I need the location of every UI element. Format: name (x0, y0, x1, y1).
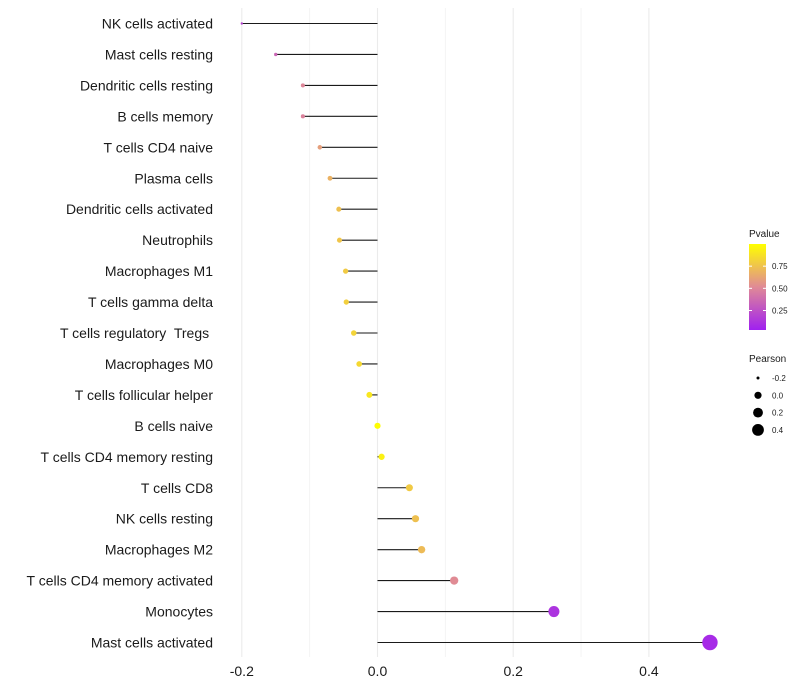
category-label: T cells CD4 memory resting (41, 449, 213, 465)
category-label: T cells CD8 (141, 480, 213, 496)
category-labels: NK cells activated Mast cells resting Dend… (27, 16, 214, 651)
category-label: Macrophages M1 (105, 263, 213, 279)
x-tick-label: 0.4 (639, 663, 659, 679)
category-label: NK cells activated (102, 16, 213, 32)
size-legend-dot (754, 391, 762, 399)
size-legend-title: Pearson (749, 354, 786, 365)
size-legend-label: 0.2 (772, 409, 784, 418)
lollipop-point (450, 576, 459, 585)
x-tick-label: 0.0 (368, 663, 388, 679)
category-label: Monocytes (145, 604, 213, 620)
lollipop-point (417, 545, 426, 554)
x-tick-label: 0.2 (503, 663, 523, 679)
category-label: Neutrophils (142, 232, 213, 248)
lollipop-point (405, 484, 413, 492)
size-legend-label: 0.4 (772, 426, 784, 435)
lollipop-point (240, 22, 243, 25)
category-label: Macrophages M0 (105, 356, 213, 372)
category-label: Mast cells resting (105, 46, 213, 62)
category-label: B cells naive (134, 418, 213, 434)
color-legend-title: Pvalue (749, 229, 780, 240)
category-label: NK cells resting (116, 511, 213, 527)
lollipop-point (351, 330, 357, 336)
lollipop-point (366, 391, 373, 398)
category-label: T cells gamma delta (88, 294, 213, 310)
lollipop-points (240, 22, 718, 651)
lollipop-point (548, 606, 560, 618)
lollipop-point (411, 515, 420, 523)
x-tick-label: -0.2 (230, 663, 254, 679)
lollipop-point (374, 422, 381, 429)
lollipop-point (342, 268, 349, 274)
category-label: B cells memory (117, 108, 213, 124)
size-legend-label: -0.2 (772, 374, 786, 383)
lollipop-point (300, 114, 305, 119)
color-legend-label: 0.75 (772, 262, 788, 271)
x-axis-ticks: -0.2 0.0 0.2 0.4 (230, 663, 659, 679)
category-label: Macrophages M2 (105, 542, 213, 558)
lollipop-point (336, 237, 343, 243)
lollipop-point (300, 83, 305, 88)
lollipop-point (378, 453, 385, 460)
size-legend-dot (752, 424, 764, 436)
lollipop-point (327, 175, 333, 181)
color-legend-bar (749, 244, 766, 330)
category-label: Dendritic cells activated (66, 201, 213, 217)
lollipop-point (356, 361, 363, 367)
lollipop-point (274, 52, 278, 57)
grid (241, 8, 650, 657)
category-label: Mast cells activated (91, 635, 213, 651)
category-label: T cells CD4 memory activated (27, 573, 213, 589)
color-legend-label: 0.25 (772, 306, 788, 315)
category-label: Plasma cells (134, 170, 213, 186)
lollipop-point (702, 634, 718, 651)
category-label: Dendritic cells resting (80, 77, 213, 93)
lollipop-point (336, 206, 342, 212)
size-legend-label: 0.0 (772, 391, 784, 400)
lollipop-point (317, 145, 323, 150)
category-label: T cells regulatory Tregs (60, 325, 213, 341)
color-legend-label: 0.50 (772, 284, 788, 293)
category-label: T cells CD4 naive (104, 139, 214, 155)
category-label: T cells follicular helper (75, 387, 214, 403)
lollipop-point (343, 299, 349, 305)
size-legend-dot (756, 376, 760, 380)
size-legend-dot (753, 407, 763, 418)
legends: Pvalue 0.25 0.50 0.75 Pearson -0.2 0.0 0.2 0.… (749, 229, 788, 436)
lollipop-segments (241, 22, 710, 644)
